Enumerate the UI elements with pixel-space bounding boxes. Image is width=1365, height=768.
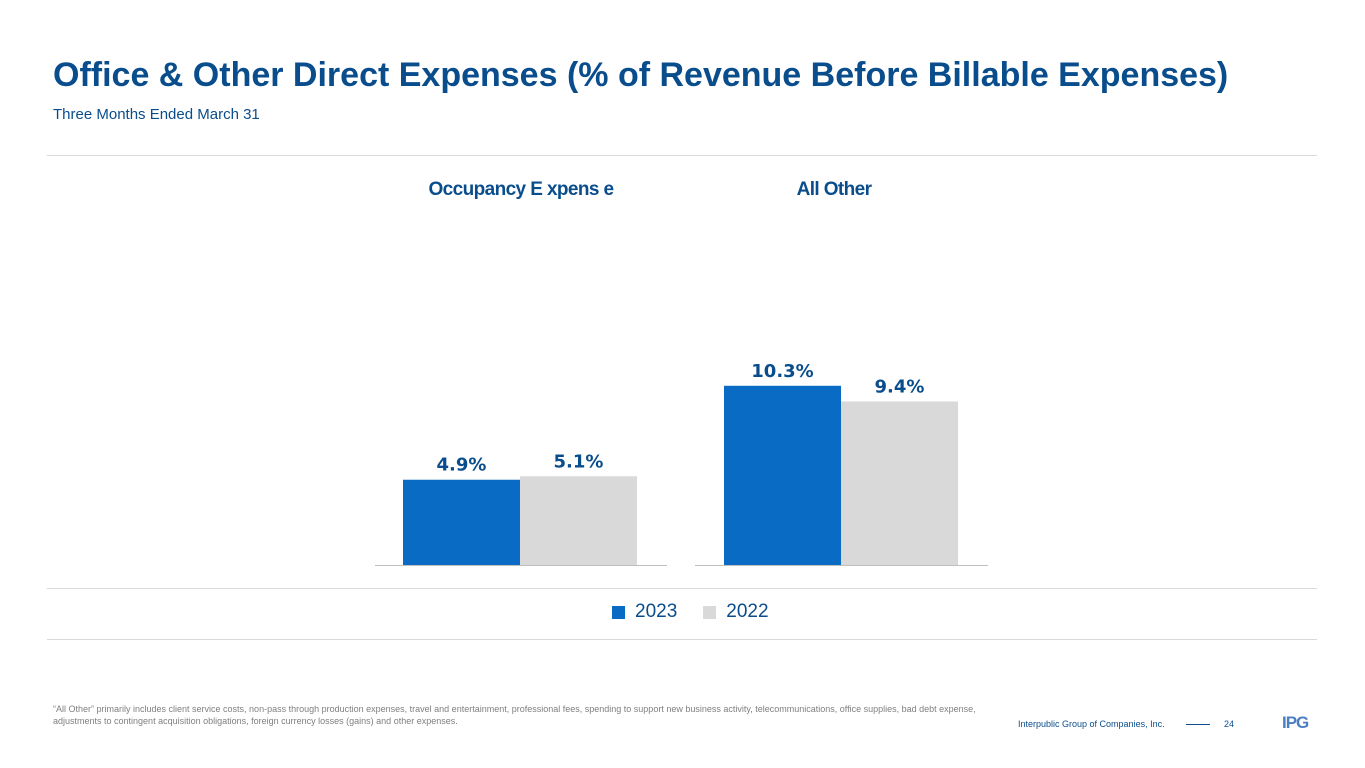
chart-legend: 2023 2022 <box>612 601 795 623</box>
bar <box>520 476 637 565</box>
data-label: 5.1% <box>554 451 604 472</box>
legend-swatch-2023 <box>612 605 625 619</box>
top-divider <box>47 155 1317 156</box>
data-label: 9.4% <box>875 376 925 397</box>
footnote: “All Other” primarily includes client se… <box>53 704 976 726</box>
footer-company: Interpublic Group of Companies, Inc. <box>1018 719 1165 729</box>
page-subtitle: Three Months Ended March 31 <box>53 106 260 123</box>
footer-separator <box>1186 724 1210 725</box>
legend-top-divider <box>47 588 1317 589</box>
bar <box>841 401 958 565</box>
legend-label-2022: 2022 <box>726 601 769 622</box>
ipg-logo: IPG <box>1282 713 1309 732</box>
legend-swatch-2022 <box>703 605 717 619</box>
data-label: 4.9% <box>437 455 487 476</box>
bar <box>724 385 841 565</box>
bar-chart: Occupancy E xpens e 4.9% 5.1% All Other 10.3… <box>375 179 988 566</box>
legend-item-2023: 2023 <box>612 601 677 623</box>
category-label: All Other <box>797 179 873 200</box>
page-title: Office & Other Direct Expenses (% of Rev… <box>53 56 1229 94</box>
legend-item-2022: 2022 <box>703 601 769 623</box>
category-label: Occupancy E xpens e <box>428 179 613 200</box>
data-label: 10.3% <box>751 361 813 382</box>
page-number: 24 <box>1224 719 1235 729</box>
bar <box>403 479 520 565</box>
legend-label-2023: 2023 <box>635 601 678 622</box>
legend-bottom-divider <box>47 639 1317 640</box>
